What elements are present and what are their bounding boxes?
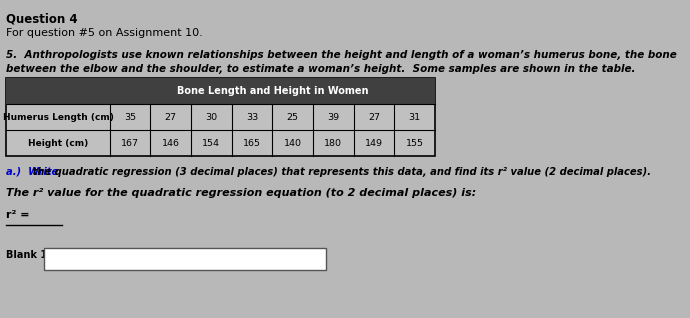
- Bar: [6, 78, 435, 156]
- Text: a.)  Write: a.) Write: [6, 167, 59, 177]
- Text: 155: 155: [406, 139, 424, 148]
- Text: 140: 140: [284, 139, 302, 148]
- Text: 31: 31: [408, 113, 421, 121]
- Text: 146: 146: [161, 139, 179, 148]
- Text: 30: 30: [205, 113, 217, 121]
- Text: 27: 27: [368, 113, 380, 121]
- Text: 25: 25: [286, 113, 299, 121]
- Text: For question #5 on Assignment 10.: For question #5 on Assignment 10.: [6, 28, 203, 38]
- Text: The r² value for the quadratic regression equation (to 2 decimal places) is:: The r² value for the quadratic regressio…: [6, 188, 477, 198]
- Text: 167: 167: [121, 139, 139, 148]
- Text: 27: 27: [165, 113, 177, 121]
- Text: Humerus Length (cm): Humerus Length (cm): [3, 113, 113, 121]
- Text: Bone Length and Height in Women: Bone Length and Height in Women: [177, 86, 368, 96]
- Text: between the elbow and the shoulder, to estimate a woman’s height.  Some samples : between the elbow and the shoulder, to e…: [6, 64, 636, 74]
- Text: Blank 1:: Blank 1:: [6, 250, 52, 260]
- Text: 165: 165: [243, 139, 261, 148]
- Text: Question 4: Question 4: [6, 12, 78, 25]
- Text: 149: 149: [365, 139, 383, 148]
- Text: 33: 33: [246, 113, 258, 121]
- Bar: [6, 78, 435, 104]
- Text: Height (cm): Height (cm): [28, 139, 88, 148]
- Text: 39: 39: [327, 113, 339, 121]
- Text: the quadratic regression (3 decimal places) that represents this data, and find : the quadratic regression (3 decimal plac…: [28, 167, 651, 177]
- Text: r² =: r² =: [6, 210, 30, 220]
- Text: 5.  Anthropologists use known relationships between the height and length of a w: 5. Anthropologists use known relationshi…: [6, 50, 677, 60]
- Text: 180: 180: [324, 139, 342, 148]
- Text: 154: 154: [202, 139, 220, 148]
- Bar: [43, 248, 326, 270]
- Text: 35: 35: [124, 113, 136, 121]
